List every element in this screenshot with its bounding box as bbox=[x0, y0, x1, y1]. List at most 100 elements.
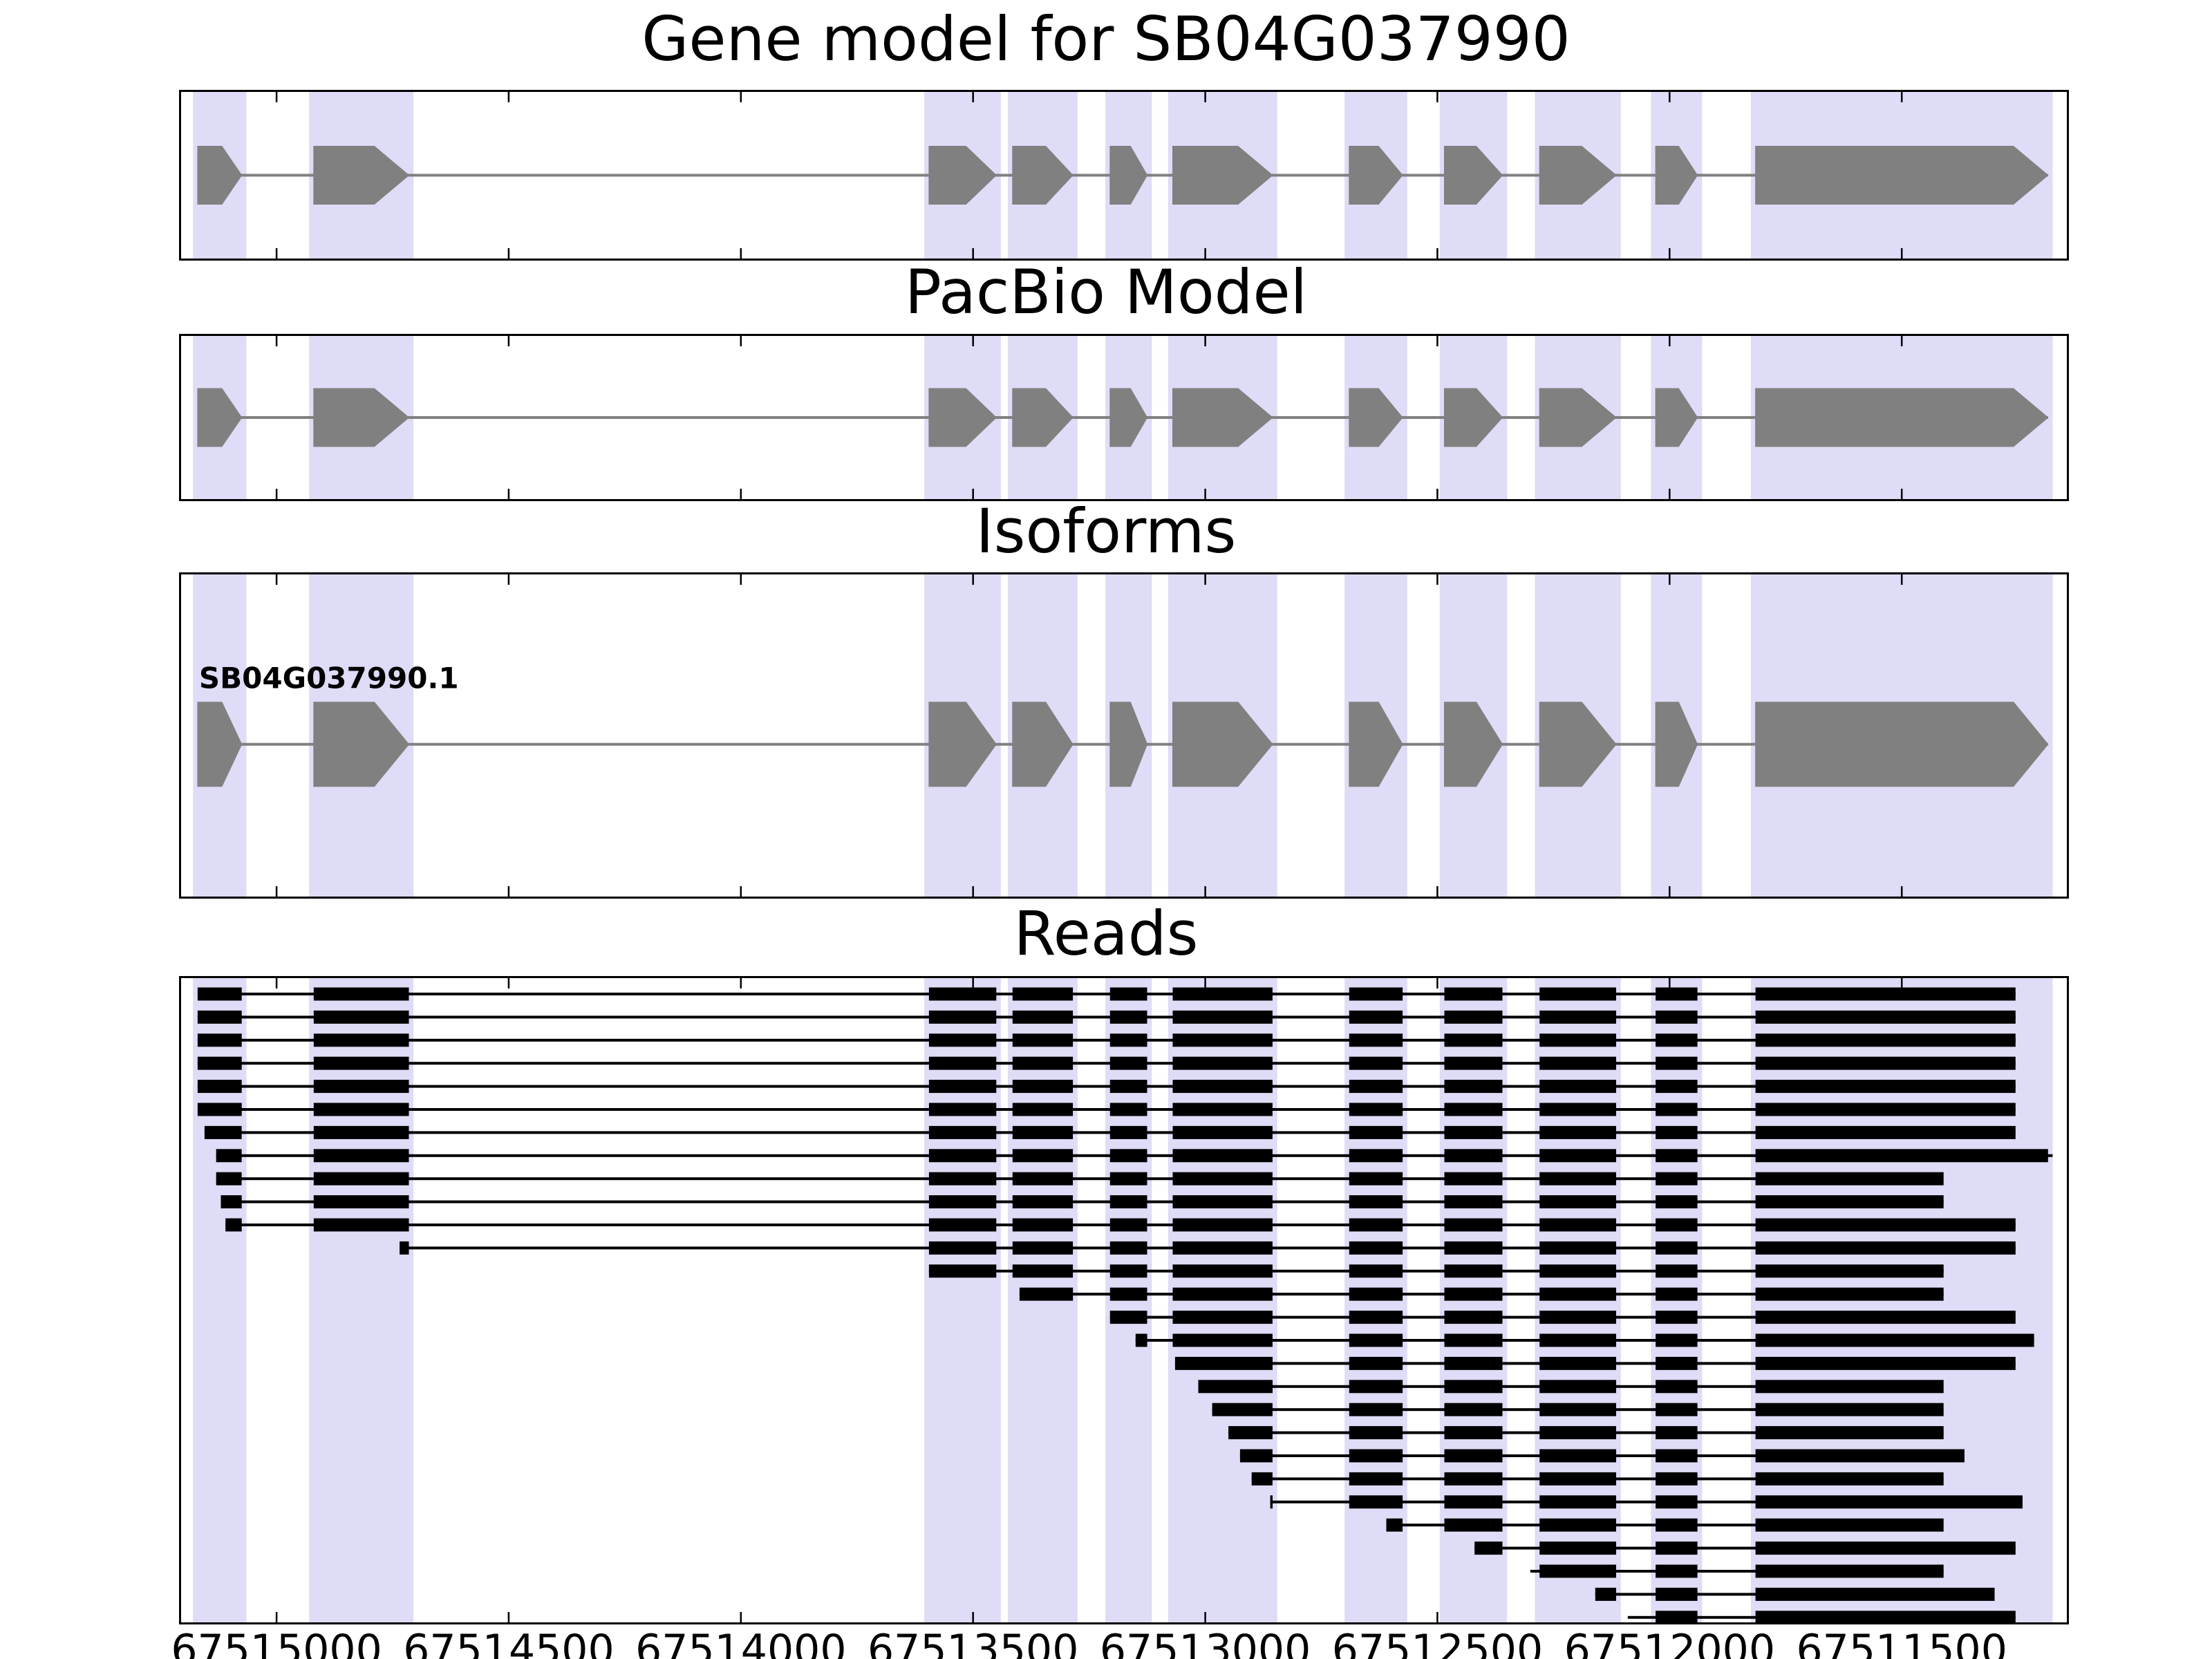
read-exon-block bbox=[1656, 1149, 1698, 1163]
read-exon-block bbox=[1539, 1033, 1616, 1047]
read-exon-block bbox=[1109, 1311, 1147, 1324]
read-exon-block bbox=[1755, 1056, 2016, 1070]
read bbox=[197, 1033, 2016, 1047]
read-exon-block bbox=[1349, 1103, 1403, 1116]
read-exon-block bbox=[1172, 1172, 1273, 1185]
read-exon-block bbox=[1656, 1380, 1698, 1394]
read-exon-block bbox=[1656, 1264, 1698, 1278]
exon-arrow bbox=[1444, 146, 1503, 205]
read-exon-block bbox=[1755, 1611, 2016, 1624]
read-exon-block bbox=[1539, 1010, 1616, 1024]
read-exon-block bbox=[1656, 1056, 1698, 1070]
read-exon-block bbox=[1656, 1241, 1698, 1255]
read-exon-block bbox=[313, 1195, 409, 1209]
read-exon-block bbox=[1755, 1149, 2048, 1163]
read-exon-block bbox=[1109, 1080, 1147, 1094]
gene-model-panel bbox=[179, 90, 2069, 261]
read-exon-block bbox=[1109, 1149, 1147, 1163]
exon-arrow bbox=[1349, 146, 1403, 205]
read-exon-block bbox=[197, 1056, 242, 1070]
read-exon-block bbox=[1539, 1311, 1616, 1324]
read-exon-block bbox=[1174, 1356, 1273, 1370]
read-exon-block bbox=[1755, 1564, 1944, 1578]
read-exon-block bbox=[1349, 1125, 1403, 1139]
exon-arrow bbox=[197, 146, 243, 205]
read-exon-block bbox=[1755, 1587, 1995, 1601]
read-exon-block bbox=[1228, 1426, 1273, 1440]
pacbio-model-panel bbox=[179, 334, 2069, 501]
read-exon-block bbox=[1539, 1472, 1616, 1485]
read-exon-block bbox=[1539, 1518, 1616, 1532]
read-exon-block bbox=[1012, 1172, 1074, 1185]
read bbox=[1109, 1311, 2016, 1324]
read-exon-block bbox=[197, 1103, 242, 1116]
exon-arrow bbox=[928, 702, 997, 787]
read-exon-block bbox=[1656, 1495, 1698, 1509]
read-exon-block bbox=[225, 1218, 242, 1232]
read-exon-block bbox=[1349, 1403, 1403, 1416]
read-exon-block bbox=[1444, 1287, 1503, 1301]
read-exon-block bbox=[216, 1172, 242, 1185]
gene-model-title: Gene model for SB04G037990 bbox=[641, 3, 1571, 75]
read bbox=[1019, 1287, 1944, 1301]
exon-arrow bbox=[1172, 388, 1273, 447]
read-exon-block bbox=[1239, 1449, 1273, 1463]
read-exon-block bbox=[1349, 1241, 1403, 1255]
read-exon-block bbox=[313, 987, 409, 1001]
isoform-label: SB04G037990.1 bbox=[199, 662, 459, 695]
read-exon-block bbox=[1012, 1103, 1074, 1116]
read-exon-block bbox=[1444, 1311, 1503, 1324]
exon-arrow bbox=[1012, 702, 1074, 787]
read-exon-block bbox=[1012, 1195, 1074, 1209]
read-exon-block bbox=[1012, 1125, 1074, 1139]
read-exon-block bbox=[1172, 1010, 1273, 1024]
read-exon-block bbox=[928, 1010, 997, 1024]
exon-arrow bbox=[1109, 146, 1148, 205]
read-exon-block bbox=[1444, 1033, 1503, 1047]
exon-arrow bbox=[928, 388, 997, 447]
read-exon-block bbox=[1172, 1103, 1273, 1116]
read-exon-block bbox=[1349, 1333, 1403, 1347]
read-exon-block bbox=[1595, 1587, 1616, 1601]
read-exon-block bbox=[1755, 1125, 2016, 1139]
read-exon-block bbox=[1012, 1033, 1074, 1047]
read-exon-block bbox=[197, 987, 242, 1001]
read-exon-block bbox=[1656, 1080, 1698, 1094]
read-exon-block bbox=[1539, 1172, 1616, 1185]
read-exon-block bbox=[1656, 1587, 1698, 1601]
read bbox=[1198, 1380, 1944, 1394]
read bbox=[1627, 1611, 2016, 1624]
read-exon-block bbox=[1172, 1195, 1273, 1209]
read-exon-block bbox=[1656, 1518, 1698, 1532]
read bbox=[1135, 1333, 2034, 1347]
read bbox=[1270, 1495, 2023, 1509]
read-exon-block bbox=[1755, 1449, 1965, 1463]
read-exon-block bbox=[1755, 1218, 2016, 1232]
exon-arrow bbox=[1655, 702, 1698, 787]
read-exon-block bbox=[1172, 1125, 1273, 1139]
x-tick-label: 67513000 bbox=[1099, 1626, 1311, 1659]
read-exon-block bbox=[1349, 987, 1403, 1001]
exon-arrow bbox=[1444, 388, 1503, 447]
read-exon-block bbox=[1755, 1264, 1944, 1278]
read bbox=[400, 1241, 2016, 1255]
exon-arrow bbox=[928, 146, 997, 205]
read-exon-block bbox=[1270, 1495, 1273, 1509]
read-exon-block bbox=[1444, 1403, 1503, 1416]
exon-arrow bbox=[1755, 702, 2049, 787]
read-exon-block bbox=[1755, 1080, 2016, 1094]
read-exon-block bbox=[1349, 1356, 1403, 1370]
read-exon-block bbox=[1444, 1472, 1503, 1485]
read-exon-block bbox=[1444, 1380, 1503, 1394]
read-exon-block bbox=[1656, 987, 1698, 1001]
read-exon-block bbox=[1444, 1010, 1503, 1024]
exon-highlight-band bbox=[193, 976, 247, 1624]
read-exon-block bbox=[1444, 1518, 1503, 1532]
read-exon-block bbox=[1012, 1264, 1074, 1278]
read-exon-block bbox=[1172, 987, 1273, 1001]
read-exon-block bbox=[1109, 1264, 1147, 1278]
read-exon-block bbox=[1349, 1149, 1403, 1163]
panel-border bbox=[179, 334, 2069, 501]
read-exon-block bbox=[1109, 1287, 1147, 1301]
read-exon-block bbox=[1172, 1056, 1273, 1070]
